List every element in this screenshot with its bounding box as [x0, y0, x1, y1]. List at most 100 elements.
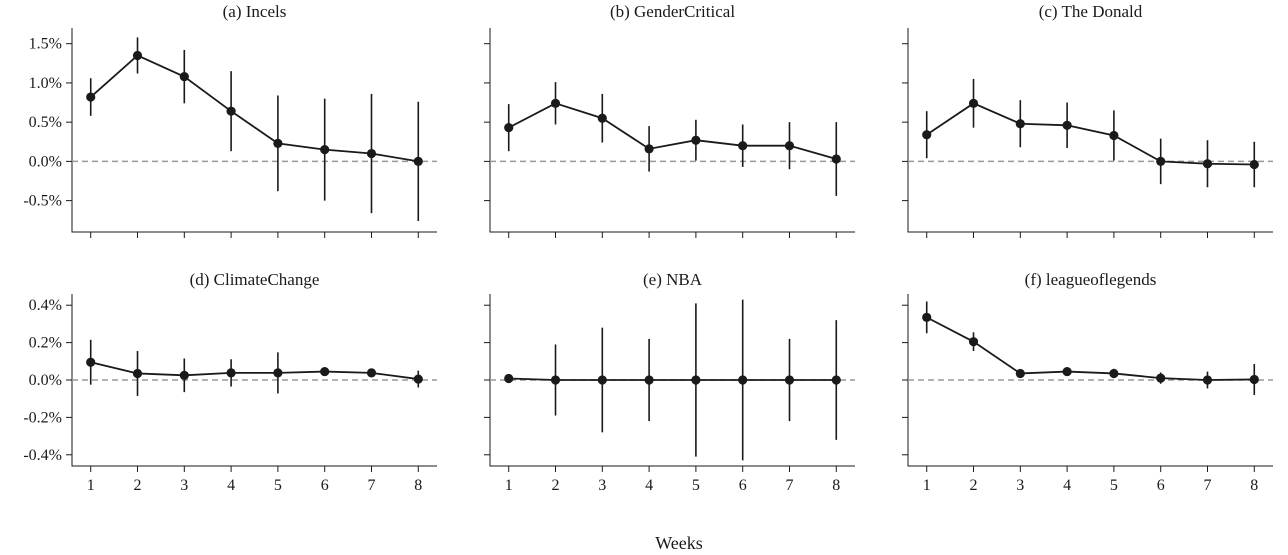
data-point [1249, 159, 1259, 170]
data-point [922, 312, 932, 322]
data-point [597, 113, 607, 123]
data-point [1156, 373, 1166, 383]
y-tick-label: 0.2% [29, 335, 62, 352]
data-point [784, 141, 795, 151]
y-tick-label: 1.5% [29, 36, 62, 53]
x-tick-label: 4 [227, 477, 235, 494]
panel-title: (c) The Donald [1039, 2, 1143, 21]
data-point [644, 144, 654, 154]
data-point [226, 368, 236, 378]
x-tick-label: 3 [1016, 477, 1024, 494]
x-tick-label: 1 [87, 477, 95, 494]
data-point [1156, 156, 1166, 166]
panel-1: (a) Incels -0.5% 0.0% 0.5% 1.0% 1.5% [23, 2, 437, 238]
data-point [179, 370, 189, 380]
x-tick-label: 1 [923, 477, 931, 494]
x-tick-label: 7 [367, 477, 375, 494]
data-point [968, 98, 979, 108]
data-point [366, 148, 377, 159]
x-tick-label: 6 [739, 477, 747, 494]
x-tick-label: 7 [1203, 477, 1211, 494]
data-point [413, 156, 423, 166]
series-line [90, 361, 419, 380]
series-line [90, 54, 419, 163]
y-tick-label: 0.5% [29, 114, 62, 131]
x-tick-label: 4 [1063, 477, 1071, 494]
data-point [691, 135, 701, 145]
data-point [738, 141, 748, 151]
data-point [1202, 159, 1213, 169]
data-point [831, 375, 841, 385]
x-tick-label: 4 [645, 477, 653, 494]
data-point [644, 375, 654, 385]
data-point [86, 92, 96, 102]
x-tick-label: 5 [1110, 477, 1118, 494]
data-point [550, 375, 561, 385]
panel-3: (c) The Donald [902, 2, 1273, 238]
panel-title: (b) GenderCritical [610, 2, 735, 21]
data-point [504, 373, 514, 384]
panel-2: (b) GenderCritical [484, 2, 855, 238]
y-tick-label: -0.4% [23, 447, 62, 464]
x-axis-label: Weeks [655, 533, 703, 553]
x-tick-label: 5 [274, 477, 282, 494]
x-tick-label: 2 [970, 477, 978, 494]
x-tick-label: 8 [414, 477, 422, 494]
data-point [504, 123, 514, 133]
x-tick-label: 3 [598, 477, 606, 494]
data-point [1015, 368, 1025, 379]
data-point [413, 374, 423, 384]
panels-group: (a) Incels -0.5% 0.0% 0.5% 1.0% 1.5% (b) Gende… [23, 2, 1273, 494]
panel-title: (e) NBA [643, 270, 703, 289]
y-tick-label: 0.0% [29, 372, 62, 389]
panel-title: (a) Incels [223, 2, 287, 21]
panel-title: (d) ClimateChange [190, 270, 320, 289]
y-tick-label: 1.0% [29, 75, 62, 92]
x-tick-label: 6 [321, 477, 329, 494]
data-point [1249, 374, 1259, 385]
y-tick-label: -0.5% [23, 193, 62, 210]
data-point [784, 375, 795, 385]
data-point [1202, 375, 1213, 385]
data-point [922, 130, 932, 140]
panel-6: (f) leagueoflegends 1 2 3 4 5 6 7 8 [902, 270, 1273, 494]
data-point [1062, 366, 1072, 377]
data-point [132, 50, 143, 61]
x-tick-label: 5 [692, 477, 700, 494]
data-point [366, 368, 377, 378]
series-line [508, 377, 837, 381]
y-tick-label: -0.2% [23, 409, 62, 426]
data-point [179, 72, 189, 82]
data-point [320, 145, 330, 155]
data-point [320, 366, 330, 377]
data-point [1109, 130, 1119, 141]
data-point [1062, 120, 1072, 130]
panel-title: (f) leagueoflegends [1025, 270, 1157, 289]
series-line [508, 102, 837, 160]
x-tick-label: 7 [785, 477, 793, 494]
y-tick-label: 0.0% [29, 153, 62, 170]
data-point [1109, 368, 1119, 379]
panel-5: (e) NBA 1 2 3 4 5 6 7 8 [484, 270, 855, 494]
x-tick-label: 2 [134, 477, 142, 494]
series-line [926, 316, 1255, 381]
data-point [273, 368, 283, 378]
data-point [597, 375, 607, 385]
data-point [1015, 119, 1025, 129]
x-tick-label: 8 [1250, 477, 1258, 494]
data-point [968, 337, 979, 347]
data-point [691, 375, 701, 385]
panel-4: (d) ClimateChange -0.4% -0.2% 0.0% 0.2% 0.4% 1… [23, 270, 437, 494]
x-tick-label: 8 [832, 477, 840, 494]
x-tick-label: 6 [1157, 477, 1165, 494]
data-point [550, 98, 561, 108]
data-point [738, 375, 748, 385]
x-tick-label: 2 [552, 477, 560, 494]
y-tick-label: 0.4% [29, 297, 62, 314]
data-point [132, 368, 143, 379]
x-tick-label: 1 [505, 477, 513, 494]
data-point [273, 138, 283, 148]
data-point [226, 106, 236, 116]
x-tick-label: 3 [180, 477, 188, 494]
